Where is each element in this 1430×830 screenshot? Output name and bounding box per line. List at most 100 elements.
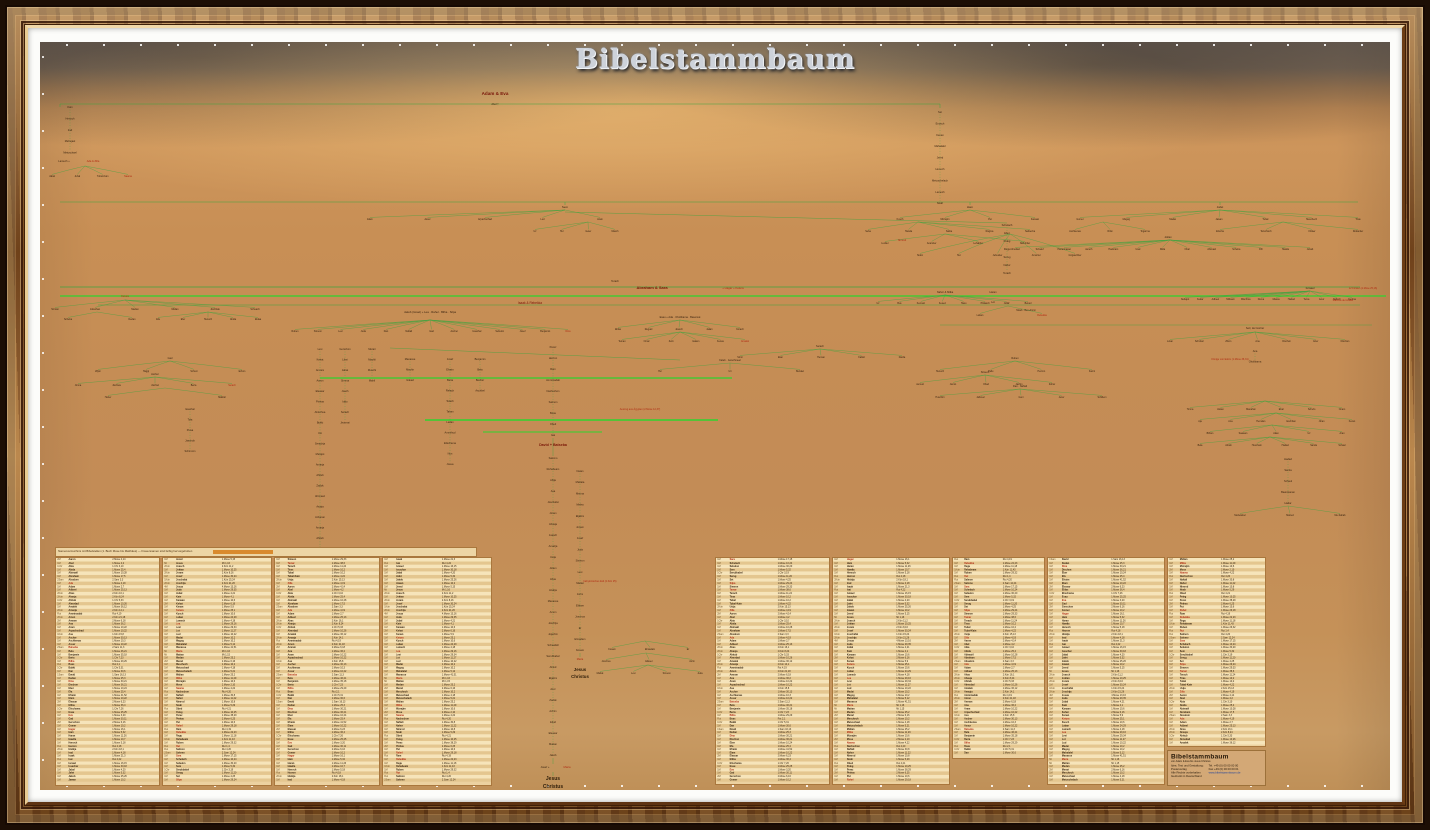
index-row: 1M Josef 1.Mose 30,24 xyxy=(163,574,271,579)
index-row: 1M Lea 1.Mose 29,16 xyxy=(383,649,491,653)
index-row: 1M Hagar 1.Mose 16,1 xyxy=(56,727,159,731)
svg-text:Terach: Terach xyxy=(611,279,619,283)
index-row: 2Kön Joschija 2.Kön 21,26 xyxy=(383,608,491,613)
index-row: 1M Esau 1.Mose 25,25 xyxy=(275,737,379,742)
index-row: 1M Madai 1.Mose 10,2 xyxy=(833,690,949,694)
index-row: Rut Isai Rut 4,22 xyxy=(383,561,491,565)
index-row: 1M Jakob 1.Mose 25,26 xyxy=(1048,659,1164,664)
svg-text:Akan: Akan xyxy=(1273,432,1279,435)
index-row: 1M Jubal 1.Mose 4,21 xyxy=(833,646,949,650)
registration-ticks-top xyxy=(66,44,1370,46)
legend-color-swatch xyxy=(213,549,273,554)
svg-text:Naftali: Naftali xyxy=(405,330,412,333)
index-row: 1Chr Bukki 1.Chr 5,31 xyxy=(953,747,1044,752)
index-row: 2M Merari 2.Mose 6,16 xyxy=(833,713,949,718)
index-row: Mt Mattan Mt 1,15 xyxy=(833,707,949,711)
index-row: 1M Naama 1.Mose 4,22 xyxy=(833,741,949,745)
index-row: 1M Elifas 1.Mose 36,4 xyxy=(1048,588,1164,592)
index-row: 1Kön Rehabeam 1.Kön 11,43 xyxy=(163,737,271,742)
index-row: 1M Aschkenas 1.Mose 10,3 xyxy=(56,639,159,643)
index-row: 1M Lea 1.Mose 29,16 xyxy=(833,676,949,681)
index-row: 1M Nimrod 1.Mose 10,8 xyxy=(833,754,949,759)
index-row: 1M Lud 1.Mose 10,22 xyxy=(383,659,491,664)
poster-title: Bibelstammbaum xyxy=(574,44,856,75)
svg-text:Tahan: Tahan xyxy=(446,410,454,414)
svg-text:Aschbel: Aschbel xyxy=(475,389,485,393)
index-row: 1M Jakob 1.Mose 25,26 xyxy=(56,774,159,779)
index-row: 2Kön Hiskija 2.Kön 18,1 xyxy=(1048,632,1164,636)
svg-text:Mahli: Mahli xyxy=(369,379,376,383)
svg-text:Jorim: Jorim xyxy=(689,660,695,663)
svg-text:Bus: Bus xyxy=(897,302,902,305)
svg-text:Auszug aus Ägypten (2.Mose 12,: Auszug aus Ägypten (2.Mose 12,37) xyxy=(620,408,661,411)
svg-text:Jojachin: Jojachin xyxy=(548,632,558,636)
index-row: 1M Abraham 1.Mose 17,5 xyxy=(716,629,829,633)
index-row: 1M Dan 1.Mose 30,6 xyxy=(716,724,829,728)
index-row: 2Kön Joasch 2.Kön 11,2 xyxy=(1048,673,1164,677)
index-row: 2M Pinhas 2.Mose 6,25 xyxy=(383,744,491,748)
index-row: 1M Gad 1.Mose 30,11 xyxy=(716,771,829,775)
index-row: 2Kön Hiskija 2.Kön 18,1 xyxy=(275,774,379,779)
svg-text:Me-Sahab: Me-Sahab xyxy=(1334,514,1346,517)
svg-text:Serachja: Serachja xyxy=(315,442,326,446)
svg-text:Moab · Ben-Ammi: Moab · Ben-Ammi xyxy=(1016,309,1036,312)
index-row: 1M Sara 1.Mose 17,15 xyxy=(716,558,829,562)
svg-text:Uri: Uri xyxy=(728,370,732,373)
index-row: 1Chr Abia 1.Chr 3,10 xyxy=(56,564,159,569)
index-row: 1Chr Beria 1.Chr 7,23 xyxy=(275,683,379,687)
svg-text:Hur: Hur xyxy=(658,370,662,373)
index-row: 1M Ruben 1.Mose 29,32 xyxy=(1168,625,1265,630)
index-row: 1M Ketura 1.Mose 25,1 xyxy=(1048,717,1164,721)
svg-text:Gomer: Gomer xyxy=(1076,218,1084,221)
svg-text:Nimrod: Nimrod xyxy=(898,238,907,242)
index-row: 1M Jakob 1.Mose 25,26 xyxy=(383,578,491,582)
index-row: 1M Joktan 1.Mose 10,25 xyxy=(1048,676,1164,681)
svg-text:Simeon: Simeon xyxy=(314,330,323,333)
index-row: 1M Gomer 1.Mose 10,2 xyxy=(1048,608,1164,613)
index-row: 1M Abraham 1.Mose 17,5 xyxy=(953,656,1044,660)
svg-text:Ammihud: Ammihud xyxy=(445,431,457,435)
svg-text:Achim: Achim xyxy=(549,709,556,713)
index-row: 1M Nimrod 1.Mose 10,8 xyxy=(1168,585,1265,589)
svg-text:Ruben: Ruben xyxy=(291,330,299,333)
index-row: 2Kön Usija 2.Kön 15,13 xyxy=(1168,686,1265,691)
index-row: 2Kön Amon 2.Kön 21,18 xyxy=(953,696,1044,701)
index-row: 1M Efa 1.Mose 25,4 xyxy=(716,744,829,748)
index-row: 1M Elifas 1.Mose 36,4 xyxy=(275,730,379,735)
svg-text:Josef: Josef xyxy=(577,536,583,540)
index-row: 1M Abimaël 1.Mose 10,28 xyxy=(275,598,379,603)
svg-text:Josef: Josef xyxy=(520,330,526,333)
svg-text:Könige von Edom (1.Mose 36,31): Könige von Edom (1.Mose 36,31) xyxy=(1211,358,1248,361)
svg-text:Ram: Ram xyxy=(550,367,555,371)
index-row: Rut Obed Rut 4,21 xyxy=(383,734,491,738)
index-row: 2Kön Joasch 2.Kön 11,2 xyxy=(383,591,491,596)
index-row: 1M Ham 1.Mose 5,32 xyxy=(833,561,949,565)
svg-text:Mahalalel: Mahalalel xyxy=(934,144,946,148)
index-row: 1M Sem 1.Mose 5,32 xyxy=(163,764,271,769)
index-row: 1Sam David 1.Sam 16,13 xyxy=(716,727,829,731)
svg-text:Levi: Levi xyxy=(578,570,583,574)
index-row: 1M Eber 1.Mose 10,24 xyxy=(1048,571,1164,575)
index-row: 2Sam Absalom 2.Sam 3,3 xyxy=(56,578,159,582)
svg-text:Huscham: Huscham xyxy=(1252,444,1262,447)
svg-text:Jitran: Jitran xyxy=(1319,420,1326,423)
svg-text:Er: Er xyxy=(579,626,582,630)
svg-text:Haso: Haso xyxy=(961,302,967,305)
index-row: 2Sam Salomo 2.Sam 12,24 xyxy=(1168,635,1265,640)
svg-text:Joram: Joram xyxy=(549,511,556,515)
svg-text:Usi: Usi xyxy=(318,431,322,435)
index-row: 1M Efa 1.Mose 25,4 xyxy=(56,690,159,694)
index-row: 1M Manasse 1.Mose 41,51 xyxy=(383,673,491,677)
index-row: 2M Gerschon 2.Mose 6,16 xyxy=(275,747,379,752)
index-row: 2Kön Amazja 2.Kön 14,1 xyxy=(275,635,379,640)
svg-text:+ Hagar + Ketura: + Hagar + Ketura xyxy=(722,286,744,290)
index-row: 1M Josef 1.Mose 30,24 xyxy=(383,602,491,606)
svg-text:Schuach: Schuach xyxy=(250,308,260,311)
index-row: 1M Efraim 1.Mose 41,52 xyxy=(275,720,379,725)
svg-text:Eliëser: Eliëser xyxy=(576,603,584,607)
index-row: 1M Gomer 1.Mose 10,2 xyxy=(716,778,829,782)
svg-text:Schaul: Schaul xyxy=(1284,479,1292,483)
index-row: 1M Ismael 1.Mose 16,15 xyxy=(56,761,159,765)
svg-text:Jamin: Jamin xyxy=(950,383,957,386)
index-row: 1M Haran 1.Mose 11,26 xyxy=(833,564,949,569)
